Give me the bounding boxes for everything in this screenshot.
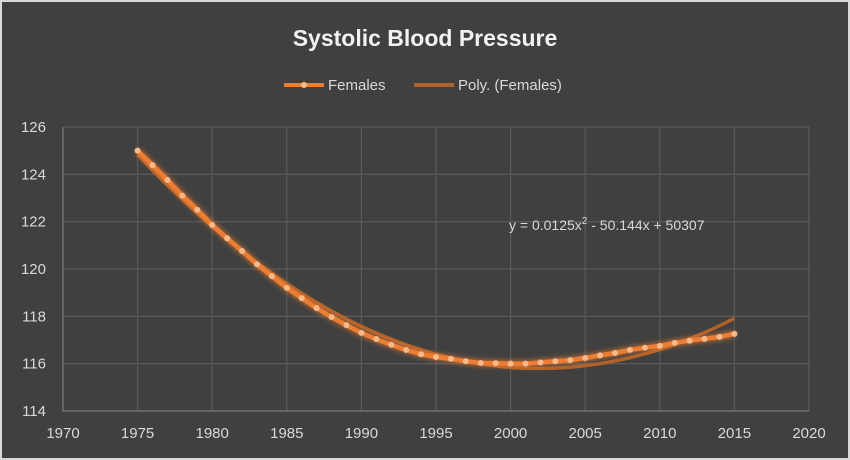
y-axis-ticks: 114 116 118 120 122 124 126 [21, 119, 46, 420]
data-point [477, 359, 484, 366]
x-tick-label: 2010 [643, 425, 676, 442]
equation-suffix: - 50.144x + 50307 [587, 217, 704, 233]
data-point [283, 284, 290, 291]
data-point [462, 358, 469, 365]
data-point [164, 177, 171, 184]
data-point [671, 339, 678, 346]
y-tick-label: 126 [21, 119, 46, 136]
data-point [597, 352, 604, 359]
data-point [298, 295, 305, 302]
y-tick-label: 122 [21, 214, 46, 231]
data-point [552, 358, 559, 365]
y-tick-label: 118 [22, 308, 46, 325]
data-point [433, 354, 439, 361]
data-point [731, 330, 738, 337]
data-point [224, 235, 231, 242]
equation-sup: 2 [582, 216, 588, 227]
x-tick-label: 2020 [792, 425, 825, 442]
y-tick-label: 116 [22, 356, 46, 373]
data-point [418, 351, 425, 358]
data-point [507, 360, 514, 367]
y-tick-label: 124 [21, 166, 46, 183]
data-point [641, 344, 648, 351]
data-point [134, 147, 141, 154]
x-tick-label: 1995 [419, 425, 452, 442]
data-point [179, 192, 186, 199]
data-point [358, 329, 365, 336]
equation-prefix: y = 0.0125x [509, 217, 582, 233]
data-point [492, 360, 499, 367]
data-point [403, 346, 410, 353]
data-point [373, 336, 380, 343]
x-tick-label: 1985 [270, 425, 303, 442]
data-point [194, 206, 201, 213]
x-tick-label: 2000 [494, 425, 527, 442]
legend-females-label: Females [328, 77, 386, 94]
trendline-equation: y = 0.0125x2 - 50.144x + 50307 [509, 216, 705, 233]
data-point [567, 357, 574, 364]
data-point [447, 355, 454, 362]
data-point [656, 342, 663, 349]
x-tick-label: 1990 [345, 425, 378, 442]
data-point [313, 305, 320, 312]
data-point [686, 337, 693, 344]
legend-females-marker [301, 82, 307, 88]
x-tick-label: 2015 [718, 425, 751, 442]
data-point [612, 350, 619, 357]
legend-trend-label: Poly. (Females) [458, 77, 562, 94]
x-axis-ticks: 1970 1975 1980 1985 1990 1995 2000 2005 2010 2015… [46, 425, 825, 442]
x-tick-label: 1970 [46, 425, 79, 442]
data-point [253, 261, 260, 268]
data-point [537, 359, 544, 366]
data-point [239, 248, 246, 255]
x-tick-label: 1980 [196, 425, 229, 442]
data-point [522, 360, 529, 367]
data-point [209, 221, 216, 228]
data-point [716, 333, 723, 340]
x-tick-label: 1975 [121, 425, 154, 442]
data-point [328, 314, 335, 321]
data-point [701, 335, 708, 342]
data-point [582, 354, 589, 361]
data-point [343, 322, 350, 329]
gridlines [62, 126, 810, 412]
data-point [268, 273, 275, 280]
series-layer [134, 147, 738, 371]
data-point [149, 162, 156, 169]
data-point [626, 346, 633, 353]
y-tick-label: 114 [22, 403, 46, 420]
legend: Females Poly. (Females) [284, 77, 562, 94]
chart-title: Systolic Blood Pressure [293, 25, 558, 51]
y-tick-label: 120 [21, 261, 46, 278]
data-point [388, 341, 395, 348]
x-tick-label: 2005 [569, 425, 602, 442]
